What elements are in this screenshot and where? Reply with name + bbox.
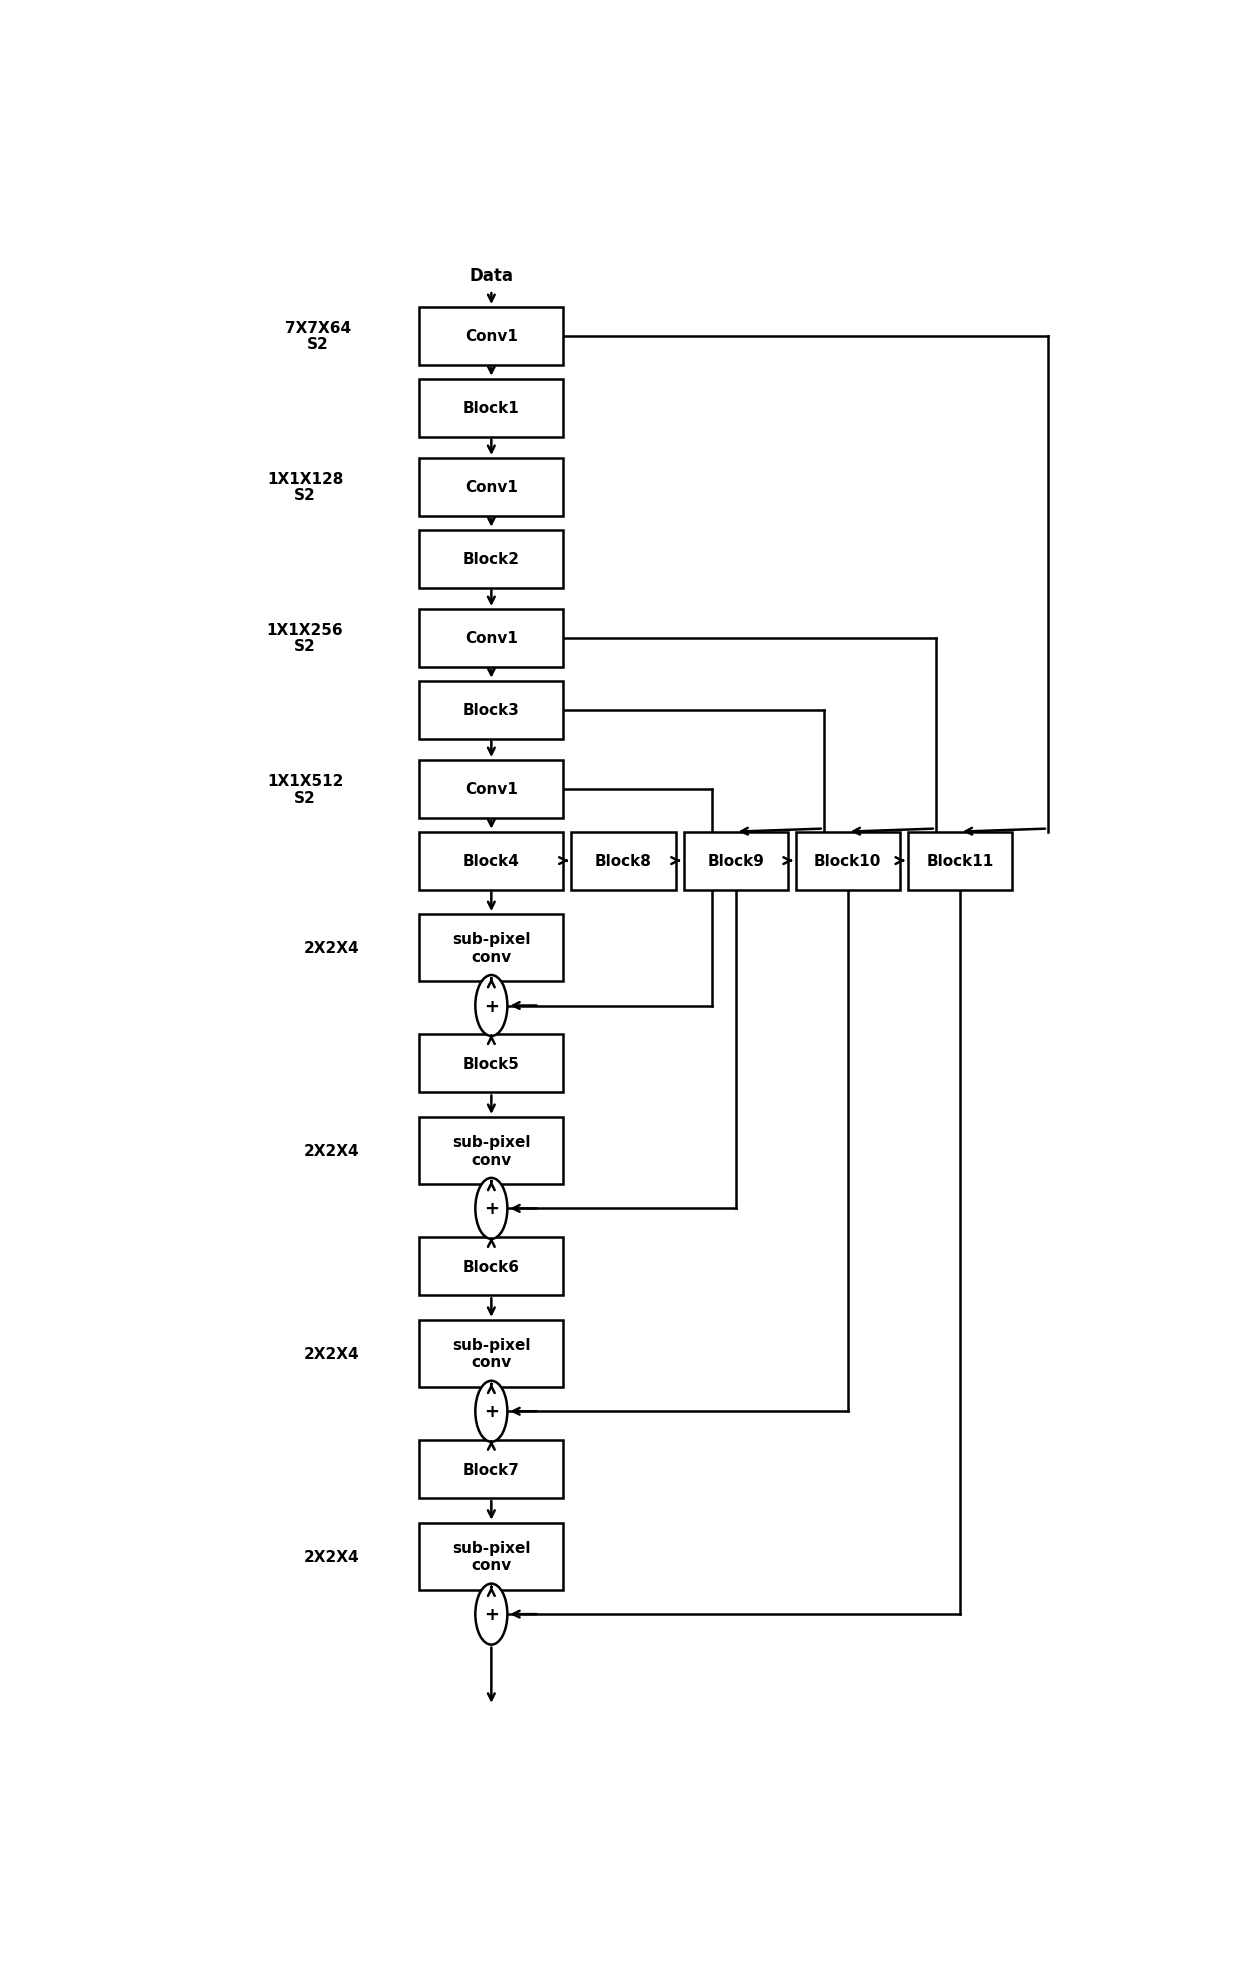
Bar xyxy=(683,832,787,891)
Bar xyxy=(419,1036,563,1093)
Text: +: + xyxy=(484,1200,498,1218)
Text: Conv1: Conv1 xyxy=(465,479,518,495)
Text: 2X2X4: 2X2X4 xyxy=(304,940,360,956)
Circle shape xyxy=(475,1178,507,1239)
Text: Block4: Block4 xyxy=(463,853,520,869)
Text: sub-pixel
conv: sub-pixel conv xyxy=(453,933,531,964)
Bar xyxy=(908,832,1012,891)
Bar xyxy=(419,380,563,438)
Text: 2X2X4: 2X2X4 xyxy=(304,1346,360,1360)
Text: 1X1X128
S2: 1X1X128 S2 xyxy=(267,471,343,503)
Text: Block2: Block2 xyxy=(463,552,520,566)
Bar xyxy=(419,915,563,982)
Bar xyxy=(419,610,563,667)
Text: 2X2X4: 2X2X4 xyxy=(304,1548,360,1564)
Text: sub-pixel
conv: sub-pixel conv xyxy=(453,1135,531,1166)
Text: sub-pixel
conv: sub-pixel conv xyxy=(453,1540,531,1572)
Text: 1X1X256
S2: 1X1X256 S2 xyxy=(267,624,343,653)
Bar xyxy=(419,459,563,517)
Text: Block5: Block5 xyxy=(463,1057,520,1071)
Text: 2X2X4: 2X2X4 xyxy=(304,1142,360,1158)
Text: Block1: Block1 xyxy=(463,400,520,416)
Text: Block9: Block9 xyxy=(707,853,764,869)
Text: Conv1: Conv1 xyxy=(465,632,518,645)
Bar xyxy=(419,531,563,588)
Bar xyxy=(419,1523,563,1590)
Text: 1X1X512
S2: 1X1X512 S2 xyxy=(267,774,343,806)
Bar xyxy=(419,1117,563,1184)
Circle shape xyxy=(475,1382,507,1441)
Text: Block8: Block8 xyxy=(595,853,652,869)
Bar xyxy=(419,760,563,818)
Text: Data: Data xyxy=(470,267,513,285)
Circle shape xyxy=(475,976,507,1036)
Bar xyxy=(796,832,900,891)
Bar xyxy=(572,832,676,891)
Text: Conv1: Conv1 xyxy=(465,782,518,798)
Circle shape xyxy=(475,1584,507,1645)
Bar xyxy=(419,832,563,891)
Bar xyxy=(419,1321,563,1388)
Text: sub-pixel
conv: sub-pixel conv xyxy=(453,1336,531,1370)
Text: Block11: Block11 xyxy=(926,853,993,869)
Text: Conv1: Conv1 xyxy=(465,329,518,345)
Text: +: + xyxy=(484,1402,498,1420)
Bar xyxy=(419,681,563,739)
Text: Block10: Block10 xyxy=(813,853,882,869)
Bar xyxy=(419,307,563,366)
Text: +: + xyxy=(484,1606,498,1624)
Bar xyxy=(419,1441,563,1499)
Text: 7X7X64
S2: 7X7X64 S2 xyxy=(285,321,351,352)
Text: Block6: Block6 xyxy=(463,1259,520,1275)
Bar xyxy=(419,1238,563,1295)
Text: Block7: Block7 xyxy=(463,1461,520,1477)
Text: Block3: Block3 xyxy=(463,703,520,717)
Text: +: + xyxy=(484,998,498,1016)
